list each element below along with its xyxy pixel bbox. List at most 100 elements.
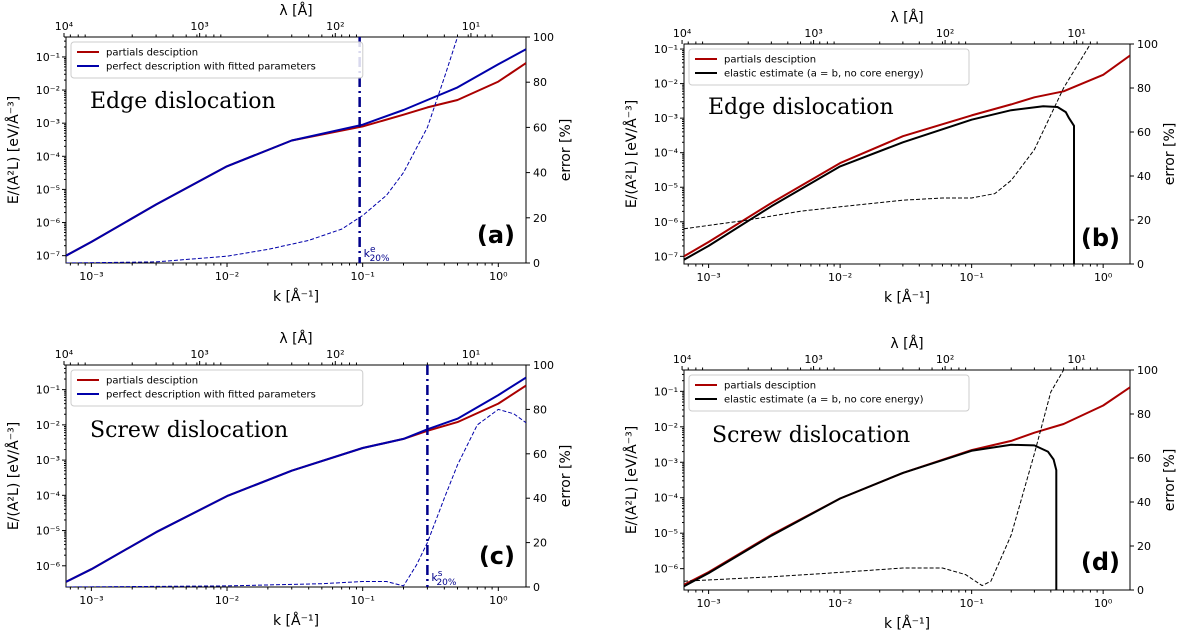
plot-area [66,376,526,587]
series-line-1 [684,443,1058,590]
x-tick-label: 10⁰ [1094,597,1113,610]
x-tick-label: 10⁰ [489,270,508,283]
y-tick-label: 10⁻² [36,419,60,432]
y2-tick-label: 40 [1137,170,1151,183]
x-tick-label: 10⁻³ [79,270,103,283]
y2-tick-label: 0 [1137,258,1144,271]
top-tick-label: 10² [936,353,954,366]
y2-tick-label: 20 [533,537,547,550]
plot-frame [65,364,527,588]
legend: partials desciption perfect description w… [70,369,364,407]
legend-box [688,48,970,86]
y2-tick-label: 80 [1137,82,1151,95]
y-tick-label: 10⁻⁶ [36,217,61,230]
y-tick-label: 10⁻¹ [36,51,60,64]
y2-tick-label: 40 [533,492,547,505]
y2-axis-label: error [%] [1162,449,1178,512]
legend-entry: partials desciption [724,381,816,392]
plot-area [684,370,1130,590]
series-line-1 [66,48,526,257]
y2-tick-label: 40 [1137,496,1151,509]
top-axis-label: λ [Å] [890,335,923,352]
y2-tick-label: 40 [533,167,547,180]
top-tick-label: 10¹ [462,348,480,361]
error-series-line [684,44,1091,230]
x-tick-label: 10⁻³ [79,594,103,607]
y-tick-label: 10⁻¹ [36,384,60,397]
y-tick-label: 10⁻⁵ [654,181,678,194]
top-axis-label: λ [Å] [279,2,312,19]
series-line-1 [66,376,526,583]
y2-tick-label: 60 [1137,452,1151,465]
panel-label: (d) [1081,548,1120,576]
top-axis-label: λ [Å] [890,9,923,26]
plot-frame [65,36,527,264]
panel-label: (a) [477,221,515,249]
legend-entry: perfect description with fitted paramete… [106,62,316,73]
y2-axis-label: error [%] [1162,123,1178,186]
panel-c: 10⁻³ 10⁻² 10⁻¹ 10⁰ 10⁴ 10³ 10² 10¹ λ [Å] k [Å⁻¹] 1… [5,330,574,629]
error-series-line [66,408,526,587]
y-axis-label: E/(A²L) [eV/Å⁻³] [623,426,640,534]
y-tick-label: 10⁻⁶ [36,560,61,573]
x-tick-label: 10⁻² [828,271,852,284]
y-tick-label: 10⁻² [654,421,678,434]
error-series-line [66,37,458,263]
y-tick-label: 10⁻⁵ [654,527,678,540]
x-tick-label: 10⁰ [489,594,508,607]
y-axis-label: E/(A²L) [eV/Å⁻³] [5,422,22,530]
x-tick-label: 10⁻¹ [351,270,375,283]
y-tick-label: 10⁻² [654,78,678,91]
y2-tick-label: 20 [1137,214,1151,227]
y-tick-label: 10⁻³ [654,112,678,125]
y2-tick-label: 60 [533,121,547,134]
top-tick-label: 10² [326,348,344,361]
y-tick-label: 10⁻⁶ [654,563,679,576]
series-line-0 [684,386,1130,586]
x-tick-label: 10⁻² [828,597,852,610]
x-tick-label: 10⁻¹ [351,594,375,607]
plot-area [684,44,1130,264]
x-tick-label: 10⁻² [215,594,239,607]
panel-annotation: Edge dislocation [708,95,894,120]
y-tick-label: 10⁻¹ [654,385,678,398]
legend-entry: partials desciption [724,55,816,66]
top-tick-label: 10⁴ [673,353,692,366]
top-tick-label: 10¹ [1067,353,1085,366]
series-line-0 [684,54,1130,258]
y-axis-label: E/(A²L) [eV/Å⁻³] [623,100,640,208]
y-tick-label: 10⁻¹ [654,43,678,56]
y2-tick-label: 100 [1137,38,1158,51]
y2-tick-label: 100 [1137,364,1158,377]
y2-tick-label: 0 [1137,584,1144,597]
y2-tick-label: 20 [1137,540,1151,553]
panel-annotation: Edge dislocation [90,89,276,114]
y2-tick-label: 0 [533,257,540,270]
y2-tick-label: 80 [533,403,547,416]
y-tick-label: 10⁻³ [654,456,678,469]
y2-tick-label: 0 [533,581,540,594]
legend: partials desciption perfect description w… [70,41,364,79]
y-tick-label: 10⁻⁷ [654,250,678,263]
y-tick-label: 10⁻⁶ [654,216,679,229]
threshold-label: ke 20% [364,245,390,264]
plot-area [66,37,526,263]
series-line-0 [66,384,526,583]
y2-tick-label: 60 [533,448,547,461]
y2-tick-label: 100 [533,359,554,372]
y-tick-label: 10⁻⁴ [654,147,679,160]
panel-b: 10⁻³ 10⁻² 10⁻¹ 10⁰ 10⁴ 10³ 10² 10¹ λ [Å] k [Å⁻¹] 1… [623,9,1178,306]
legend-entry: elastic estimate (a = b, no core energy) [724,69,924,80]
x-tick-label: 10⁻³ [696,271,720,284]
y-tick-label: 10⁻⁴ [654,492,679,505]
x-tick-label: 10⁻² [215,270,239,283]
x-tick-label: 10⁻¹ [960,597,984,610]
top-tick-label: 10⁴ [673,27,692,40]
panel-d: 10⁻³ 10⁻² 10⁻¹ 10⁰ 10⁴ 10³ 10² 10¹ λ [Å] k [Å⁻¹] 1… [623,335,1178,632]
panel-annotation: Screw dislocation [712,423,910,448]
y2-axis-label: error [%] [558,119,574,182]
x-tick-label: 10⁰ [1094,271,1113,284]
y2-tick-label: 20 [533,212,547,225]
top-axis-label: λ [Å] [279,330,312,347]
